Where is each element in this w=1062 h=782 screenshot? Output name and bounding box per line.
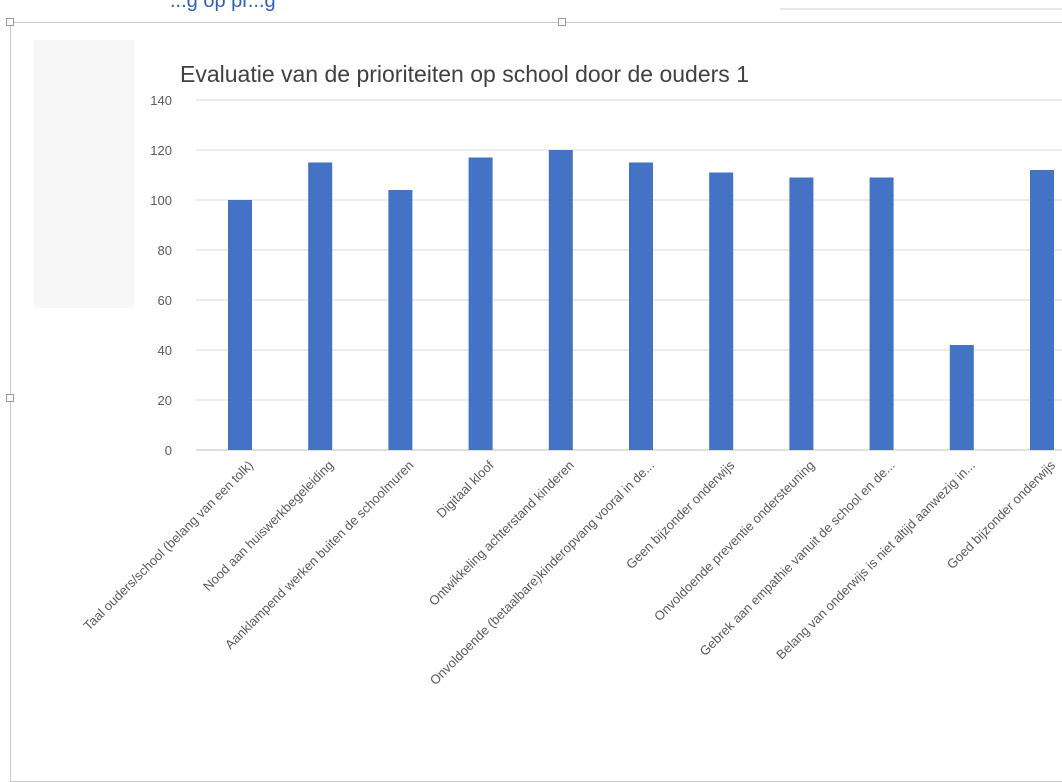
bar: [548, 150, 573, 450]
resize-handle-middle-left[interactable]: [6, 394, 14, 402]
bar-chart: Evaluatie van de prioriteiten op school …: [80, 61, 1062, 688]
y-tick-label: 0: [165, 443, 172, 458]
bars: [228, 150, 1054, 450]
x-tick-label: Taal ouders/school (belang van een tolk): [80, 458, 256, 634]
bar: [1030, 170, 1054, 450]
bar: [629, 162, 653, 450]
bar: [228, 200, 252, 450]
chart-title: Evaluatie van de prioriteiten op school …: [180, 61, 749, 87]
top-strip: ...g op pr...g: [0, 0, 1062, 22]
bar: [388, 190, 413, 450]
x-tick-label: Nood aan huiswerkbegeleiding: [200, 458, 336, 594]
bar: [949, 345, 974, 450]
y-tick-label: 60: [158, 293, 172, 308]
partial-heading-text: ...g op pr...g: [170, 0, 276, 12]
bar: [709, 172, 734, 450]
y-tick-label: 20: [158, 393, 172, 408]
x-tick-label: Ontwikkeling achterstand kinderen: [426, 458, 577, 609]
y-tick-label: 80: [158, 243, 172, 258]
x-axis-labels: Taal ouders/school (belang van een tolk)…: [80, 457, 1058, 688]
background-shade: [34, 40, 134, 308]
y-tick-label: 40: [158, 343, 172, 358]
y-tick-label: 140: [150, 93, 172, 108]
y-tick-label: 100: [150, 193, 172, 208]
bar: [789, 177, 814, 450]
bar: [308, 162, 333, 450]
bar: [869, 177, 894, 450]
resize-handle-top-left[interactable]: [6, 18, 14, 26]
divider: [780, 8, 1062, 10]
resize-handle-top-middle[interactable]: [558, 18, 566, 26]
x-tick-label: Aanklampend werken buiten de schoolmuren: [222, 458, 417, 653]
x-tick-label: Onvoldoende preventie ondersteuning: [651, 458, 817, 624]
y-tick-label: 120: [150, 143, 172, 158]
y-axis: 0 20 40 60 80 100 120 140: [150, 93, 172, 458]
bar: [468, 157, 493, 450]
x-tick-label: Digitaal kloof: [433, 457, 497, 521]
